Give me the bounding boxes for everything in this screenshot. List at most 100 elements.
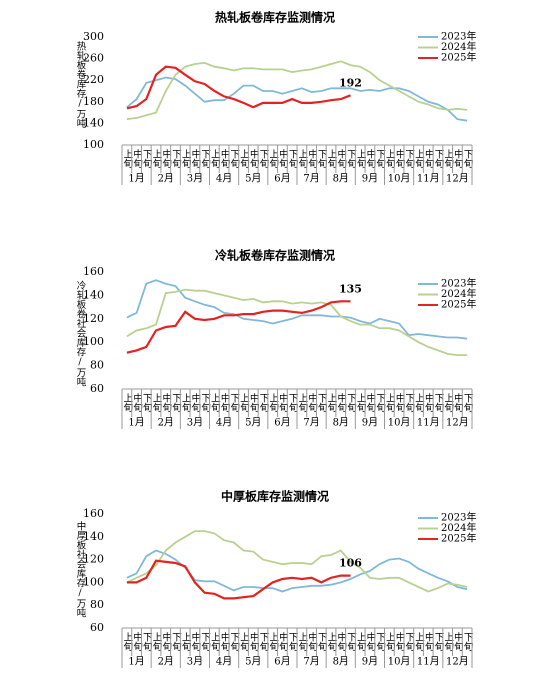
x-tick-label: 上旬 (413, 393, 425, 413)
x-tick-label: 中旬 (394, 392, 406, 413)
x-tick-label: 上旬 (238, 393, 250, 413)
x-tick-label: 中旬 (277, 148, 289, 169)
month-label: 9月 (362, 417, 378, 429)
y-tick-label: 140 (83, 116, 104, 129)
month-label: 7月 (303, 173, 319, 185)
y-tick-label: 80 (90, 598, 104, 611)
series-line (126, 279, 468, 340)
x-tick-label: 上旬 (384, 149, 396, 169)
month-label: 11月 (417, 656, 440, 668)
month-label: 1月 (128, 173, 144, 185)
month-label: 8月 (333, 173, 349, 185)
series-line (126, 288, 468, 356)
month-label: 11月 (417, 417, 440, 429)
x-tick-label: 中旬 (364, 631, 376, 652)
x-tick-label: 上旬 (121, 149, 133, 169)
x-tick-label: 上旬 (238, 149, 250, 169)
x-tick-label: 上旬 (355, 632, 367, 652)
chart-title: 热轧板卷库存监测情况 (215, 10, 335, 25)
month-label: 5月 (245, 656, 261, 668)
chart-title: 中厚板库存监测情况 (221, 489, 329, 504)
month-label: 3月 (187, 417, 203, 429)
x-tick-label: 上旬 (296, 632, 308, 652)
x-tick-label: 中旬 (335, 392, 347, 413)
x-tick-label: 下旬 (141, 632, 153, 652)
x-tick-label: 上旬 (151, 393, 163, 413)
y-tick-label: 180 (83, 95, 104, 108)
x-tick-label: 上旬 (267, 149, 279, 169)
x-tick-label: 上旬 (326, 393, 338, 413)
x-tick-label: 中旬 (189, 631, 201, 652)
series-line (126, 65, 351, 110)
month-label: 6月 (274, 656, 290, 668)
y-tick-label: 120 (83, 553, 104, 566)
x-tick-label: 上旬 (267, 393, 279, 413)
x-tick-label: 下旬 (228, 393, 240, 413)
x-tick-label: 下旬 (287, 149, 299, 169)
x-tick-label: 中旬 (131, 148, 143, 169)
x-tick-label: 中旬 (248, 148, 260, 169)
x-tick-label: 上旬 (121, 393, 133, 413)
x-tick-label: 上旬 (384, 393, 396, 413)
x-tick-label: 下旬 (403, 632, 415, 652)
y-tick-label: 140 (83, 530, 104, 543)
legend-label: 2025年 (441, 532, 476, 545)
x-tick-label: 上旬 (326, 632, 338, 652)
x-tick-label: 下旬 (462, 632, 474, 652)
x-tick-label: 中旬 (423, 631, 435, 652)
y-axis-label: 冷轧板卷社会库存/万吨 (75, 280, 87, 387)
x-tick-label: 上旬 (209, 149, 221, 169)
month-label: 10月 (388, 173, 411, 185)
y-tick-label: 100 (83, 138, 104, 151)
month-label: 5月 (245, 173, 261, 185)
x-tick-label: 下旬 (287, 632, 299, 652)
x-tick-label: 下旬 (199, 149, 211, 169)
x-tick-label: 中旬 (306, 631, 318, 652)
month-label: 12月 (446, 173, 469, 185)
x-tick-label: 上旬 (355, 149, 367, 169)
x-tick-label: 下旬 (199, 393, 211, 413)
month-label: 1月 (128, 656, 144, 668)
month-label: 4月 (216, 656, 232, 668)
x-tick-label: 下旬 (170, 393, 182, 413)
series-line (126, 300, 351, 354)
x-tick-label: 上旬 (180, 393, 192, 413)
legend-label: 2024年 (441, 40, 476, 53)
x-tick-label: 下旬 (374, 149, 386, 169)
x-tick-label: 下旬 (403, 393, 415, 413)
x-tick-label: 上旬 (209, 393, 221, 413)
y-axis-label: 热轧板卷库存/万吨 (75, 40, 87, 128)
month-label: 2月 (158, 417, 174, 429)
x-tick-label: 中旬 (364, 392, 376, 413)
x-tick-label: 下旬 (432, 149, 444, 169)
month-label: 5月 (245, 417, 261, 429)
x-tick-label: 中旬 (423, 392, 435, 413)
x-tick-label: 中旬 (394, 148, 406, 169)
x-tick-label: 中旬 (189, 392, 201, 413)
y-tick-label: 100 (83, 575, 104, 588)
x-tick-label: 下旬 (257, 632, 269, 652)
x-tick-label: 下旬 (432, 632, 444, 652)
x-tick-label: 下旬 (345, 393, 357, 413)
legend-label: 2024年 (441, 287, 476, 300)
x-tick-label: 上旬 (413, 149, 425, 169)
month-label: 2月 (158, 656, 174, 668)
x-tick-label: 下旬 (199, 632, 211, 652)
x-tick-label: 中旬 (248, 392, 260, 413)
chart-title: 冷轧板卷库存监测情况 (215, 248, 335, 263)
x-tick-label: 中旬 (131, 631, 143, 652)
x-tick-label: 下旬 (170, 632, 182, 652)
x-tick-label: 中旬 (160, 392, 172, 413)
month-label: 10月 (388, 417, 411, 429)
x-tick-label: 下旬 (228, 632, 240, 652)
series-line (126, 60, 468, 120)
x-tick-label: 中旬 (452, 148, 464, 169)
month-label: 9月 (362, 173, 378, 185)
month-label: 6月 (274, 173, 290, 185)
x-tick-label: 下旬 (432, 393, 444, 413)
y-tick-label: 260 (83, 52, 104, 65)
x-tick-label: 下旬 (403, 149, 415, 169)
x-tick-label: 上旬 (442, 393, 454, 413)
x-tick-label: 中旬 (219, 148, 231, 169)
